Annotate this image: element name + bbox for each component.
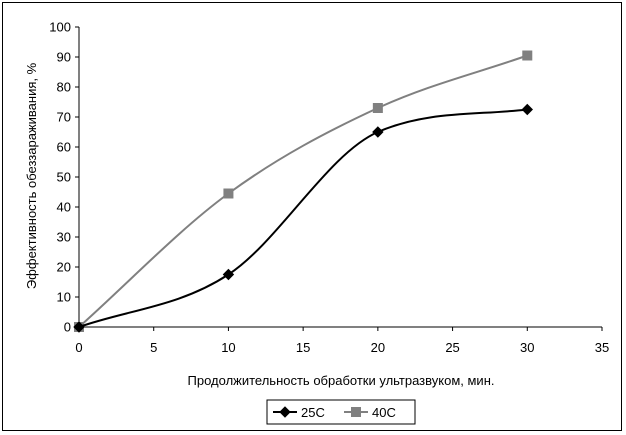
legend-label: 40C: [372, 405, 396, 420]
y-tick-label: 30: [57, 230, 71, 245]
legend-diamond-marker: [279, 406, 291, 418]
x-tick-label: 30: [520, 340, 534, 355]
legend-label: 25C: [301, 405, 325, 420]
y-tick-label: 20: [57, 260, 71, 275]
y-tick-label: 40: [57, 200, 71, 215]
diamond-marker: [521, 103, 533, 116]
y-tick-label: 10: [57, 290, 71, 305]
chart-frame: [2, 2, 622, 431]
y-tick-label: 100: [49, 20, 71, 35]
square-marker: [522, 50, 533, 61]
x-tick-label: 20: [371, 340, 385, 355]
y-tick-label: 60: [57, 140, 71, 155]
series-25C: [73, 103, 533, 333]
x-tick-label: 15: [296, 340, 310, 355]
y-tick-label: 80: [57, 80, 71, 95]
diamond-marker: [73, 321, 85, 333]
axes: [75, 26, 603, 331]
y-tick-label: 0: [64, 320, 71, 335]
legend-item-40C: 40C: [344, 405, 396, 420]
y-tick-label: 70: [57, 110, 71, 125]
legend-square-marker: [351, 407, 361, 417]
square-marker: [223, 188, 234, 199]
x-tick-label: 0: [75, 340, 82, 355]
y-axis-title: Эффективность обеззараживания, %: [24, 62, 39, 289]
diamond-marker: [222, 268, 235, 281]
square-marker: [372, 103, 383, 113]
x-tick-label: 35: [595, 340, 609, 355]
series-40C: [74, 50, 533, 332]
y-tick-label: 50: [57, 170, 71, 185]
x-tick-label: 5: [150, 340, 157, 355]
x-tick-labels: 0 5 10 15 20 25 30 35: [75, 340, 609, 355]
y-tick-label: 90: [57, 50, 71, 65]
y-tick-labels: 0 10 20 30 40 50 60 70 80 90 100: [49, 20, 71, 335]
series-line: [78, 108, 528, 328]
legend: 25C 40C: [266, 399, 416, 425]
x-tick-label: 10: [221, 340, 235, 355]
legend-item-25C: 25C: [273, 405, 325, 420]
x-axis-title: Продолжительность обработки ультразвуком…: [188, 373, 495, 388]
x-tick-label: 25: [445, 340, 459, 355]
series-layer: [73, 50, 533, 333]
series-line: [78, 54, 528, 328]
diamond-marker: [372, 126, 384, 138]
